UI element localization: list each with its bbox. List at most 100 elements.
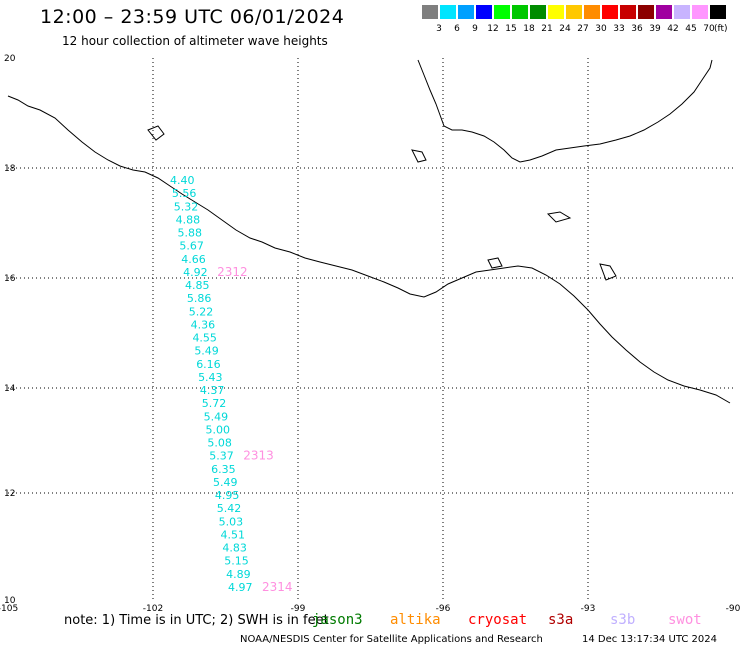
wave-height-label: 6.35	[211, 463, 236, 476]
lat-lon-grid	[8, 58, 733, 600]
legend-swatch	[602, 5, 618, 19]
wave-height-label: 5.86	[187, 292, 212, 305]
wave-height-label: 5.00	[206, 423, 231, 436]
hour-marker-label: 2312	[217, 265, 248, 279]
wave-height-label: 5.49	[213, 476, 238, 489]
wave-height-label: 6.16	[196, 358, 221, 371]
wave-height-label: 4.95	[215, 489, 240, 502]
satellite-name: s3a	[548, 612, 574, 628]
wave-height-label: 4.55	[192, 332, 217, 345]
altimeter-track: 4.405.565.324.885.885.674.664.924.855.86…	[170, 174, 293, 594]
hour-marker-label: 2313	[243, 449, 274, 463]
legend-swatch	[548, 5, 564, 19]
island-outline	[411, 149, 427, 163]
legend-label: 33	[613, 24, 625, 34]
page-title: 12:00 – 23:59 UTC 06/01/2024	[40, 6, 345, 28]
wave-height-label: 4.37	[200, 384, 225, 397]
legend-swatch	[494, 5, 510, 19]
legend-swatch	[476, 5, 492, 19]
satellite-name: s3b	[610, 612, 636, 628]
wave-height-label: 5.43	[198, 371, 223, 384]
wave-height-label: 5.32	[174, 200, 199, 213]
wave-height-label: 4.36	[191, 318, 216, 331]
legend-swatch	[440, 5, 456, 19]
legend-unit: (ft)	[714, 24, 728, 34]
wave-height-label: 4.51	[221, 528, 246, 541]
longitude-tick-label: -102	[143, 604, 163, 614]
legend-label: 21	[541, 24, 553, 34]
wave-height-label: 5.15	[224, 555, 249, 568]
wave-height-label: 5.56	[172, 187, 197, 200]
wave-height-label: 5.08	[207, 437, 232, 450]
wave-height-label: 4.85	[185, 279, 210, 292]
coastline	[7, 59, 731, 404]
wave-height-label: 4.40	[170, 174, 195, 187]
wave-height-label: 4.92	[183, 266, 208, 279]
wave-height-label: 5.22	[189, 305, 214, 318]
satellite-name: altika	[390, 612, 441, 628]
longitude-tick-label: -93	[581, 604, 596, 614]
legend-swatch	[638, 5, 654, 19]
legend-label: 36	[631, 24, 643, 34]
generated-timestamp: 14 Dec 13:17:34 UTC 2024	[582, 634, 717, 645]
legend-label: 12	[487, 24, 499, 34]
wave-height-label: 5.49	[204, 410, 229, 423]
lake-outline	[147, 125, 165, 141]
island-outline	[487, 257, 503, 269]
satellite-name: cryosat	[468, 612, 528, 628]
gulf-coastline	[417, 59, 713, 163]
wave-height-label: 4.88	[176, 213, 201, 226]
wave-height-label: 4.83	[222, 542, 247, 555]
page-subtitle: 12 hour collection of altimeter wave hei…	[62, 34, 328, 48]
legend-label: 18	[523, 24, 535, 34]
wave-height-label: 5.42	[217, 502, 242, 515]
legend-label: 30	[595, 24, 607, 34]
longitude-tick-label: -99	[291, 604, 306, 614]
legend-swatch	[620, 5, 636, 19]
wave-height-label: 5.49	[194, 345, 219, 358]
longitude-tick-label: -90	[726, 604, 740, 614]
wave-height-label: 4.97	[228, 581, 253, 594]
wave-height-label: 4.66	[181, 253, 206, 266]
latitude-tick-label: 12	[4, 489, 15, 499]
legend-swatch	[656, 5, 672, 19]
island-outline	[599, 263, 617, 281]
latitude-tick-label: 14	[4, 384, 16, 394]
satellite-name: jason3	[312, 612, 363, 628]
longitude-tick-label: -105	[0, 604, 18, 614]
legend-swatch	[674, 5, 690, 19]
legend-swatch	[566, 5, 582, 19]
legend-label: 3	[436, 24, 442, 34]
credit-line: NOAA/NESDIS Center for Satellite Applica…	[240, 634, 543, 645]
legend-label: 24	[559, 24, 571, 34]
latitude-tick-label: 20	[4, 54, 16, 64]
wave-height-label: 5.67	[179, 240, 204, 253]
wave-height-label: 4.89	[226, 568, 251, 581]
legend-swatch	[692, 5, 708, 19]
legend-label: 15	[505, 24, 517, 34]
legend-swatch	[422, 5, 438, 19]
legend-swatch	[584, 5, 600, 19]
mexico-coastline	[7, 95, 731, 404]
footer-note: note: 1) Time is in UTC; 2) SWH is in fe…	[64, 613, 329, 628]
legend-label: 9	[472, 24, 478, 34]
legend-swatch	[512, 5, 528, 19]
longitude-tick-label: -96	[436, 604, 451, 614]
wave-height-label: 5.88	[177, 227, 202, 240]
latitude-tick-label: 10	[4, 596, 16, 606]
legend-label: 27	[577, 24, 589, 34]
legend-label: 39	[649, 24, 661, 34]
wave-height-label: 5.37	[209, 450, 234, 463]
wave-height-legend: 3 6 9 12 15 18 21 24 27 30 33 36 39 42 45 70 (ft)	[422, 5, 728, 35]
axis-ticks: -105 -102 -99 -96 -93 -90 20 18 16 14 12 10	[0, 54, 740, 614]
latitude-tick-label: 18	[4, 164, 16, 174]
legend-label: 6	[454, 24, 460, 34]
wave-height-label: 5.03	[219, 515, 244, 528]
legend-label: 42	[667, 24, 679, 34]
legend-swatch	[710, 5, 726, 19]
satellite-name: swot	[668, 612, 702, 628]
legend-swatch	[458, 5, 474, 19]
wave-height-label: 5.72	[202, 397, 227, 410]
